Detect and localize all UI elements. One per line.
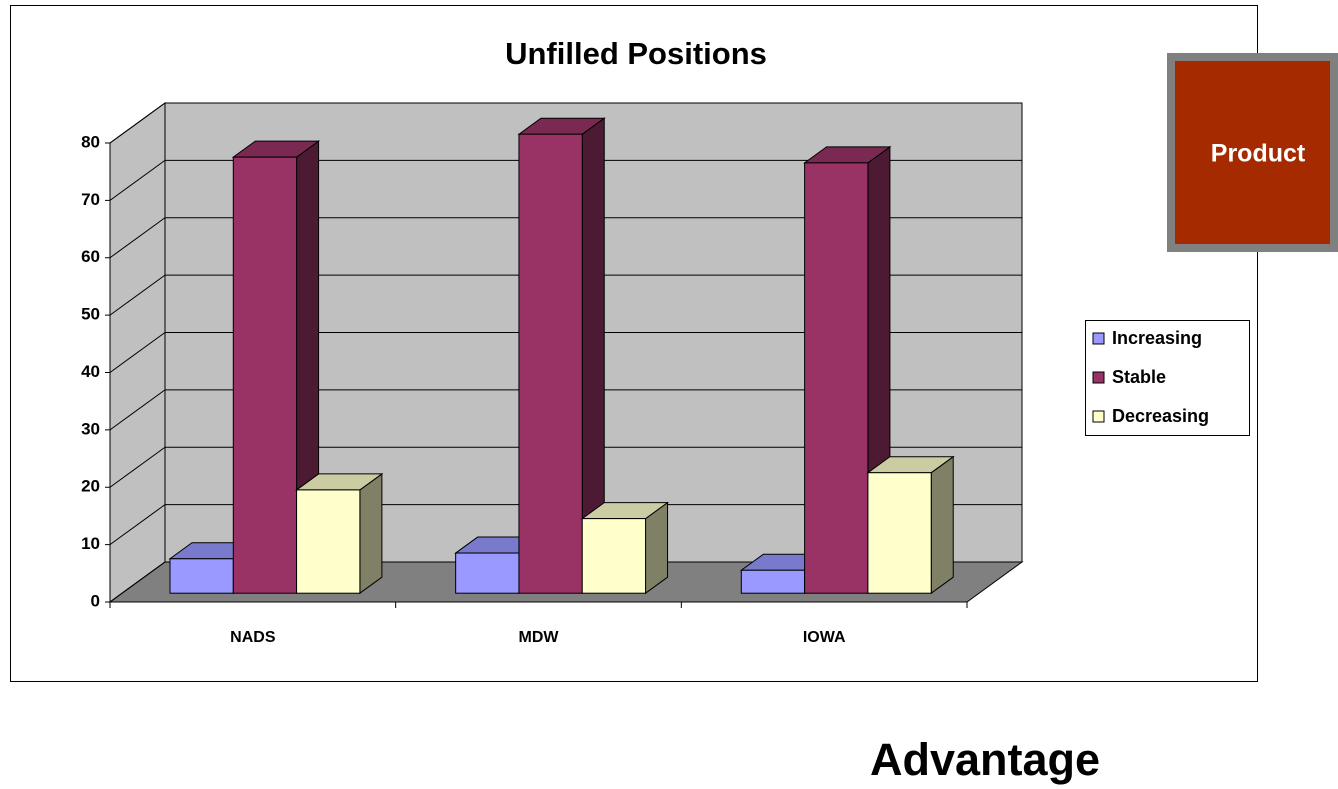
grid-line [109,389,166,431]
legend-swatch [1092,332,1105,345]
y-tick-label: 60 [81,247,100,266]
bar-side [930,455,954,595]
bar [517,117,606,595]
grid-line [109,446,166,488]
grid-line [109,561,166,603]
chart-title: Unfilled Positions [505,36,767,71]
bar-front [518,133,583,594]
legend-box [1085,320,1250,436]
grid-line [109,217,166,259]
legend-swatch [1092,410,1105,423]
grid-line [109,159,166,201]
bar-front [804,162,869,594]
bar-side [359,472,383,595]
grid-line [109,102,166,144]
bar-front [169,558,234,594]
badge-text: Product [1211,140,1306,168]
x-tick-label: NADS [230,629,276,646]
bar [866,455,955,595]
bar-front [296,489,361,594]
caption: Advantage [870,734,1100,785]
badge-box [1167,53,1338,252]
legend-swatch [1092,371,1105,384]
y-tick-label: 70 [81,190,100,209]
bar-front [232,156,298,594]
y-tick-label: 20 [81,477,100,496]
x-tick-label: MDW [519,629,560,646]
grid-line [109,504,166,546]
y-tick-label: 50 [81,305,100,324]
bar-front [455,552,520,594]
bar-front [581,518,647,594]
y-tick-label: 40 [81,362,100,381]
bar-front [867,472,932,594]
bar [580,501,670,595]
bar [231,140,321,595]
grid-line [109,274,166,316]
y-tick-label: 80 [81,132,100,151]
grid-line [109,332,166,373]
y-tick-label: 10 [81,534,100,553]
legend-label: Increasing [1112,328,1202,348]
y-tick-label: 0 [91,591,100,610]
legend-label: Decreasing [1112,406,1209,426]
bar-front [740,569,806,594]
bar [295,472,384,595]
y-tick-label: 30 [81,419,100,438]
x-tick-label: IOWA [803,629,846,646]
legend-label: Stable [1112,367,1166,387]
